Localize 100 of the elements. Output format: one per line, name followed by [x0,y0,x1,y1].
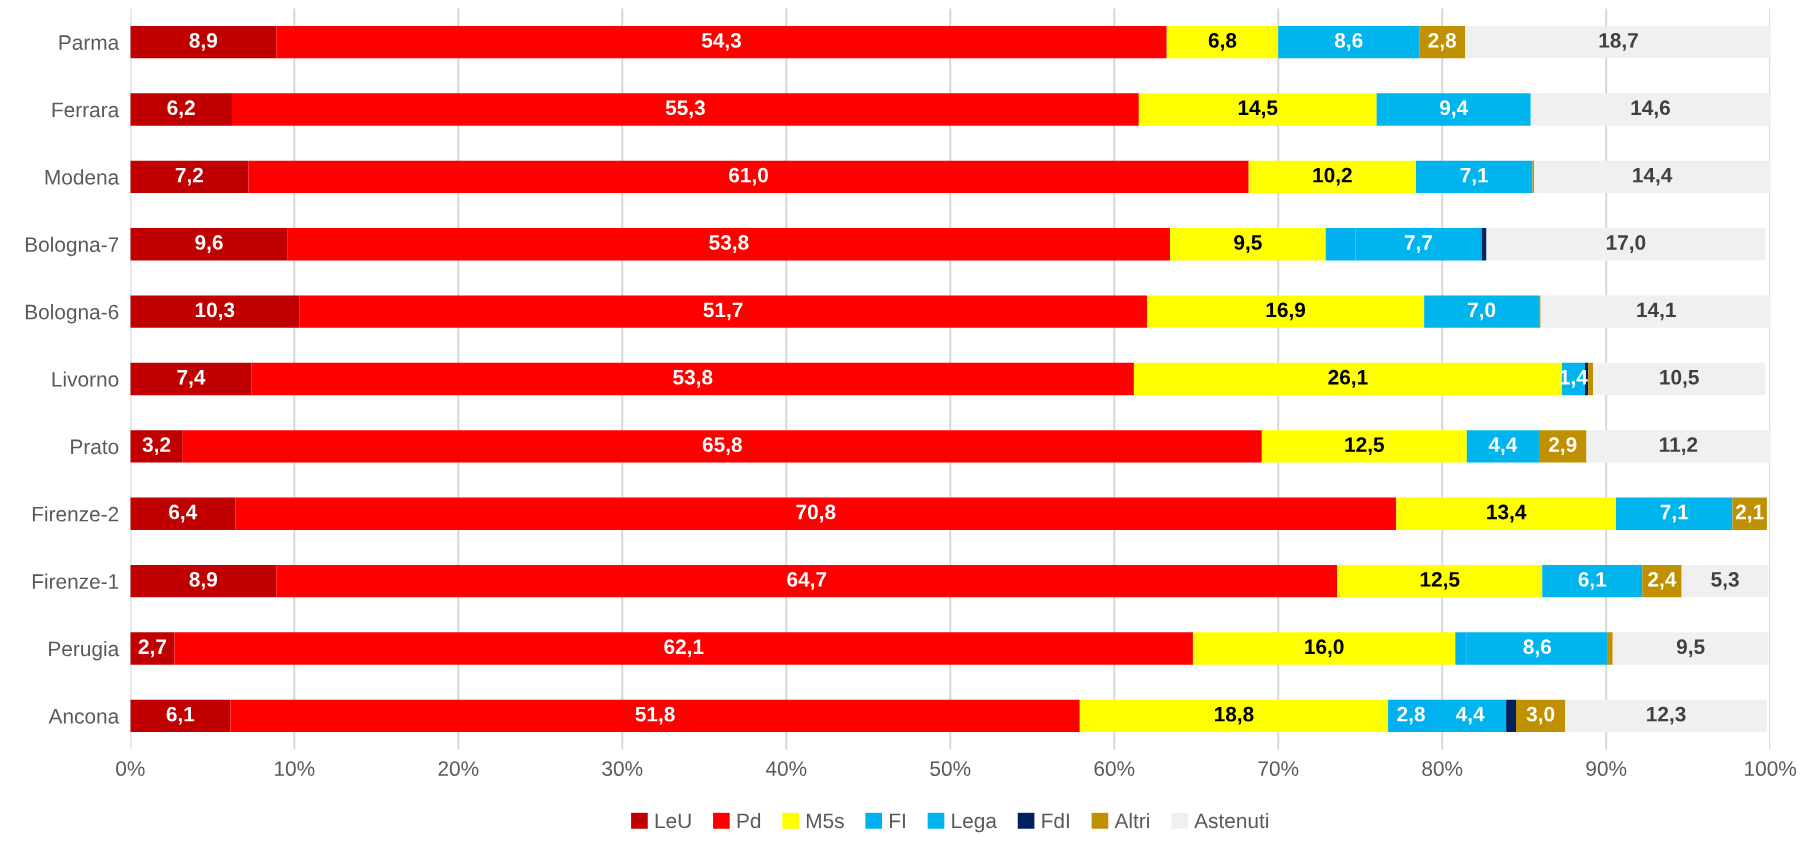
data-label: 6,2 [167,100,195,119]
data-label: 8,9 [189,572,217,590]
legend-label: FI [890,813,905,829]
data-label: 10,3 [195,302,235,321]
data-label: 13,4 [1487,504,1527,523]
x-tick-label: 80% [1422,761,1463,777]
x-tick-label: 0% [116,761,145,777]
y-tick-label: Bologna-7 [25,236,119,257]
data-label: 9,6 [195,235,223,253]
data-label: 14,6 [1631,100,1670,119]
data-label: 7,1 [1460,167,1489,186]
data-label: 2,8 [1397,706,1425,725]
y-tick-label: Ancona [48,709,120,724]
legend-label: FdI [1042,812,1069,829]
legend-label: LeU [655,813,691,829]
data-label: 51,7 [703,302,743,321]
data-label: 16,0 [1305,639,1344,658]
bar [1607,632,1613,665]
bar [1612,632,1769,665]
data-label: 65,8 [702,437,742,456]
bar [231,93,1139,126]
y-tick-label: Parma [59,35,120,50]
data-label: 12,5 [1345,437,1385,456]
data-label: 9,5 [1676,639,1705,658]
data-label: 7,0 [1467,302,1496,321]
data-label: 18,8 [1214,706,1254,725]
data-label: 12,3 [1647,706,1686,725]
x-tick-label: 20% [438,761,479,777]
bar [1261,430,1467,463]
data-label: 7,2 [175,167,203,186]
y-tick-label: Bologna-6 [25,304,119,324]
data-label: 61,0 [729,167,768,186]
legend-label: Astenuti [1194,812,1269,829]
bar [130,497,236,530]
data-label: 26,1 [1328,369,1368,388]
legend-label: M5s [806,813,844,829]
bar [251,362,1134,396]
bar [1542,564,1643,598]
bar [1588,362,1594,396]
bar [1538,430,1587,463]
data-label: 7,1 [1660,504,1689,523]
bar [235,497,1397,530]
y-tick-label: Firenze-1 [32,573,119,589]
data-label: 9,4 [1439,100,1469,119]
bar [1133,362,1562,396]
x-tick-label: 40% [765,761,807,777]
data-label: 2,4 [1648,572,1677,590]
bar [1616,497,1733,530]
bar [299,295,1148,328]
bar [1681,564,1769,598]
bar [1506,699,1516,733]
data-label: 8,9 [189,33,217,51]
y-tick-label: Perugia [49,640,120,661]
data-label: 62,1 [664,639,704,658]
data-label: 4,4 [1488,437,1518,456]
legend-label: Lega [952,813,997,833]
data-label: 3,2 [142,437,171,456]
data-label: 55,3 [665,100,705,119]
bar [174,632,1193,665]
bar [1540,295,1771,328]
data-label: 14,4 [1633,167,1673,186]
bar [276,564,1338,598]
y-tick-label: Firenze-2 [32,506,119,522]
data-label: 7,7 [1404,235,1432,253]
bar [1486,228,1766,261]
bar [230,699,1080,733]
data-label: 2,8 [1428,33,1457,51]
x-tick-label: 60% [1094,761,1135,777]
bar [287,228,1170,261]
data-label: 70,8 [796,504,836,523]
x-tick-label: 100% [1745,761,1797,777]
bar [130,25,277,59]
data-label: 6,8 [1208,33,1237,51]
data-label: 16,9 [1266,302,1306,321]
bar [276,25,1167,59]
bar [1534,160,1771,194]
legend-label: Altri [1114,812,1149,829]
data-label: 5,3 [1711,572,1739,590]
bar [130,362,252,396]
data-label: 8,6 [1334,33,1363,51]
x-tick-label: 30% [602,761,643,777]
data-label: 54,3 [701,33,742,51]
data-label: 53,8 [709,235,749,253]
bar [1415,160,1533,194]
bar [130,632,175,665]
data-label: 6,1 [166,706,195,725]
data-label: 18,7 [1599,33,1638,51]
data-label: 2,1 [1735,504,1764,523]
data-label: 14,1 [1637,302,1676,321]
bar [130,160,249,194]
bar [1466,430,1539,463]
data-label: 11,2 [1659,437,1698,456]
data-label: 6,4 [169,504,198,523]
data-label: 2,7 [138,639,167,658]
bar [130,93,232,126]
bar [1337,564,1543,598]
y-tick-label: Ferrara [52,102,120,118]
data-label: 2,9 [1548,437,1577,456]
bar [1593,362,1766,396]
y-tick-label: Livorno [52,371,119,387]
